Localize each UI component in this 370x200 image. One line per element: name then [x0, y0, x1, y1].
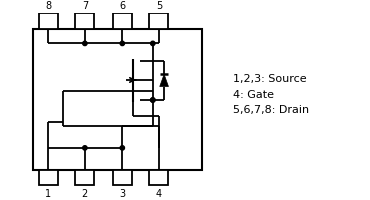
Bar [149, 13, 168, 29]
Circle shape [120, 146, 124, 150]
Text: 8: 8 [45, 1, 51, 11]
Text: 2: 2 [82, 189, 88, 199]
Bar [113, 170, 132, 185]
Circle shape [151, 98, 155, 102]
Circle shape [83, 146, 87, 150]
Bar [33, 29, 202, 170]
Text: 7: 7 [82, 1, 88, 11]
Text: 5: 5 [156, 1, 162, 11]
Bar [75, 13, 94, 29]
Text: 3: 3 [119, 189, 125, 199]
Polygon shape [160, 74, 168, 87]
Bar [113, 13, 132, 29]
Bar [39, 170, 58, 185]
Text: 4: 4 [156, 189, 162, 199]
Bar [75, 170, 94, 185]
Circle shape [151, 41, 155, 46]
Text: 5,6,7,8: Drain: 5,6,7,8: Drain [233, 105, 309, 115]
Text: 6: 6 [119, 1, 125, 11]
Bar [39, 13, 58, 29]
Text: 4: Gate: 4: Gate [233, 90, 274, 100]
Bar [149, 170, 168, 185]
Text: 1,2,3: Source: 1,2,3: Source [233, 74, 306, 84]
Circle shape [151, 98, 155, 102]
Text: 1: 1 [45, 189, 51, 199]
Circle shape [83, 41, 87, 46]
Circle shape [120, 41, 124, 46]
